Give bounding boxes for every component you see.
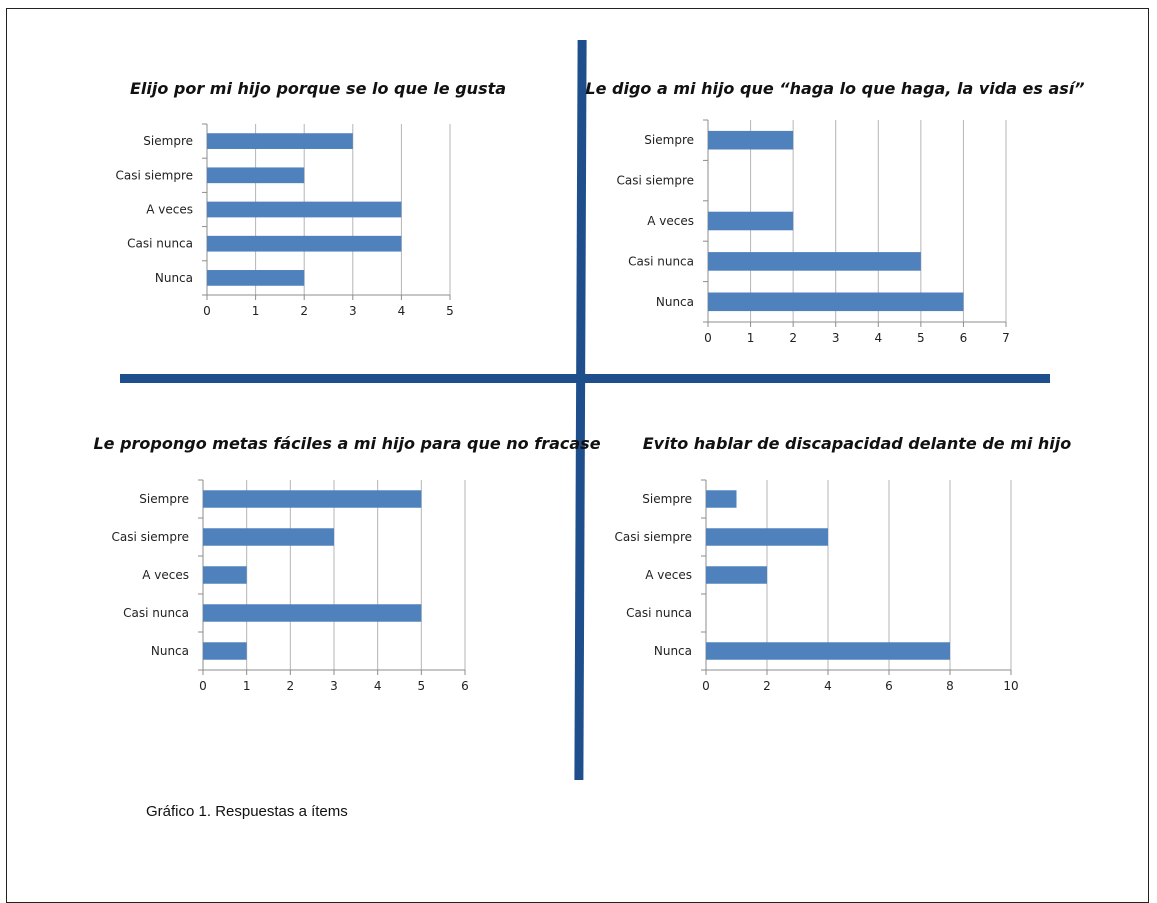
- x-tick-label: 4: [824, 679, 832, 693]
- x-tick-label: 3: [330, 679, 338, 693]
- chart-title: Le propongo metas fáciles a mi hijo para…: [93, 434, 600, 453]
- x-tick-label: 2: [300, 304, 308, 318]
- category-label: A veces: [142, 568, 189, 582]
- chart-metas-faciles: Le propongo metas fáciles a mi hijo para…: [93, 434, 600, 693]
- x-tick-label: 2: [789, 331, 797, 345]
- chart-le-digo: Le digo a mi hijo que “haga lo que haga,…: [585, 79, 1084, 345]
- chart-elijo: Elijo por mi hijo porque se lo que le gu…: [116, 79, 507, 318]
- bar: [706, 490, 737, 508]
- category-label: Casi nunca: [123, 606, 189, 620]
- bar: [203, 490, 422, 508]
- quadrant-divider-horizontal: [120, 374, 1050, 383]
- bar: [708, 211, 794, 231]
- category-label: A veces: [647, 214, 694, 228]
- bar: [203, 642, 247, 660]
- x-tick-label: 4: [398, 304, 406, 318]
- chart-title: Evito hablar de discapacidad delante de …: [643, 434, 1072, 453]
- bar: [207, 167, 305, 184]
- category-label: Casi siempre: [112, 530, 189, 544]
- chart-evito-hablar: Evito hablar de discapacidad delante de …: [615, 434, 1072, 693]
- x-tick-label: 6: [960, 331, 968, 345]
- bar: [708, 130, 794, 150]
- category-label: Casi nunca: [626, 606, 692, 620]
- bar: [708, 292, 964, 312]
- bar: [207, 235, 402, 252]
- x-tick-label: 3: [349, 304, 357, 318]
- x-tick-label: 0: [702, 679, 710, 693]
- x-tick-label: 7: [1002, 331, 1010, 345]
- x-tick-label: 1: [243, 679, 251, 693]
- x-tick-label: 2: [763, 679, 771, 693]
- x-tick-label: 2: [287, 679, 295, 693]
- bar: [207, 270, 305, 286]
- category-label: Siempre: [644, 133, 694, 147]
- category-label: Nunca: [654, 644, 692, 658]
- chart-title: Le digo a mi hijo que “haga lo que haga,…: [585, 79, 1084, 98]
- x-tick-label: 4: [374, 679, 382, 693]
- category-label: Casi siempre: [617, 174, 694, 188]
- figure-caption: Gráfico 1. Respuestas a ítems: [146, 803, 348, 820]
- x-tick-label: 10: [1003, 679, 1018, 693]
- category-label: Siempre: [139, 492, 189, 506]
- bar: [708, 252, 921, 271]
- chart-title: Elijo por mi hijo porque se lo que le gu…: [130, 79, 506, 98]
- x-tick-label: 1: [252, 304, 260, 318]
- x-tick-label: 0: [203, 304, 211, 318]
- category-label: A veces: [146, 203, 193, 217]
- bar: [203, 528, 334, 546]
- category-label: Casi siempre: [116, 168, 193, 182]
- bar: [203, 566, 247, 584]
- x-tick-label: 5: [446, 304, 454, 318]
- category-label: A veces: [645, 568, 692, 582]
- category-label: Nunca: [656, 295, 694, 309]
- x-tick-label: 4: [874, 331, 882, 345]
- x-tick-label: 8: [946, 679, 954, 693]
- x-tick-label: 0: [704, 331, 712, 345]
- bar: [203, 604, 422, 622]
- x-tick-label: 6: [461, 679, 469, 693]
- x-tick-label: 3: [832, 331, 840, 345]
- category-label: Siempre: [143, 134, 193, 148]
- category-label: Casi nunca: [127, 237, 193, 251]
- category-label: Casi siempre: [615, 530, 692, 544]
- category-label: Casi nunca: [628, 254, 694, 268]
- x-tick-label: 1: [747, 331, 755, 345]
- category-label: Nunca: [151, 644, 189, 658]
- bar: [706, 566, 767, 584]
- x-tick-label: 6: [885, 679, 893, 693]
- category-label: Nunca: [155, 271, 193, 285]
- x-tick-label: 5: [917, 331, 925, 345]
- bar: [207, 133, 353, 149]
- x-tick-label: 5: [418, 679, 426, 693]
- x-tick-label: 0: [199, 679, 207, 693]
- bar: [207, 201, 402, 218]
- bar: [706, 528, 828, 546]
- category-label: Siempre: [642, 492, 692, 506]
- bar: [706, 642, 950, 660]
